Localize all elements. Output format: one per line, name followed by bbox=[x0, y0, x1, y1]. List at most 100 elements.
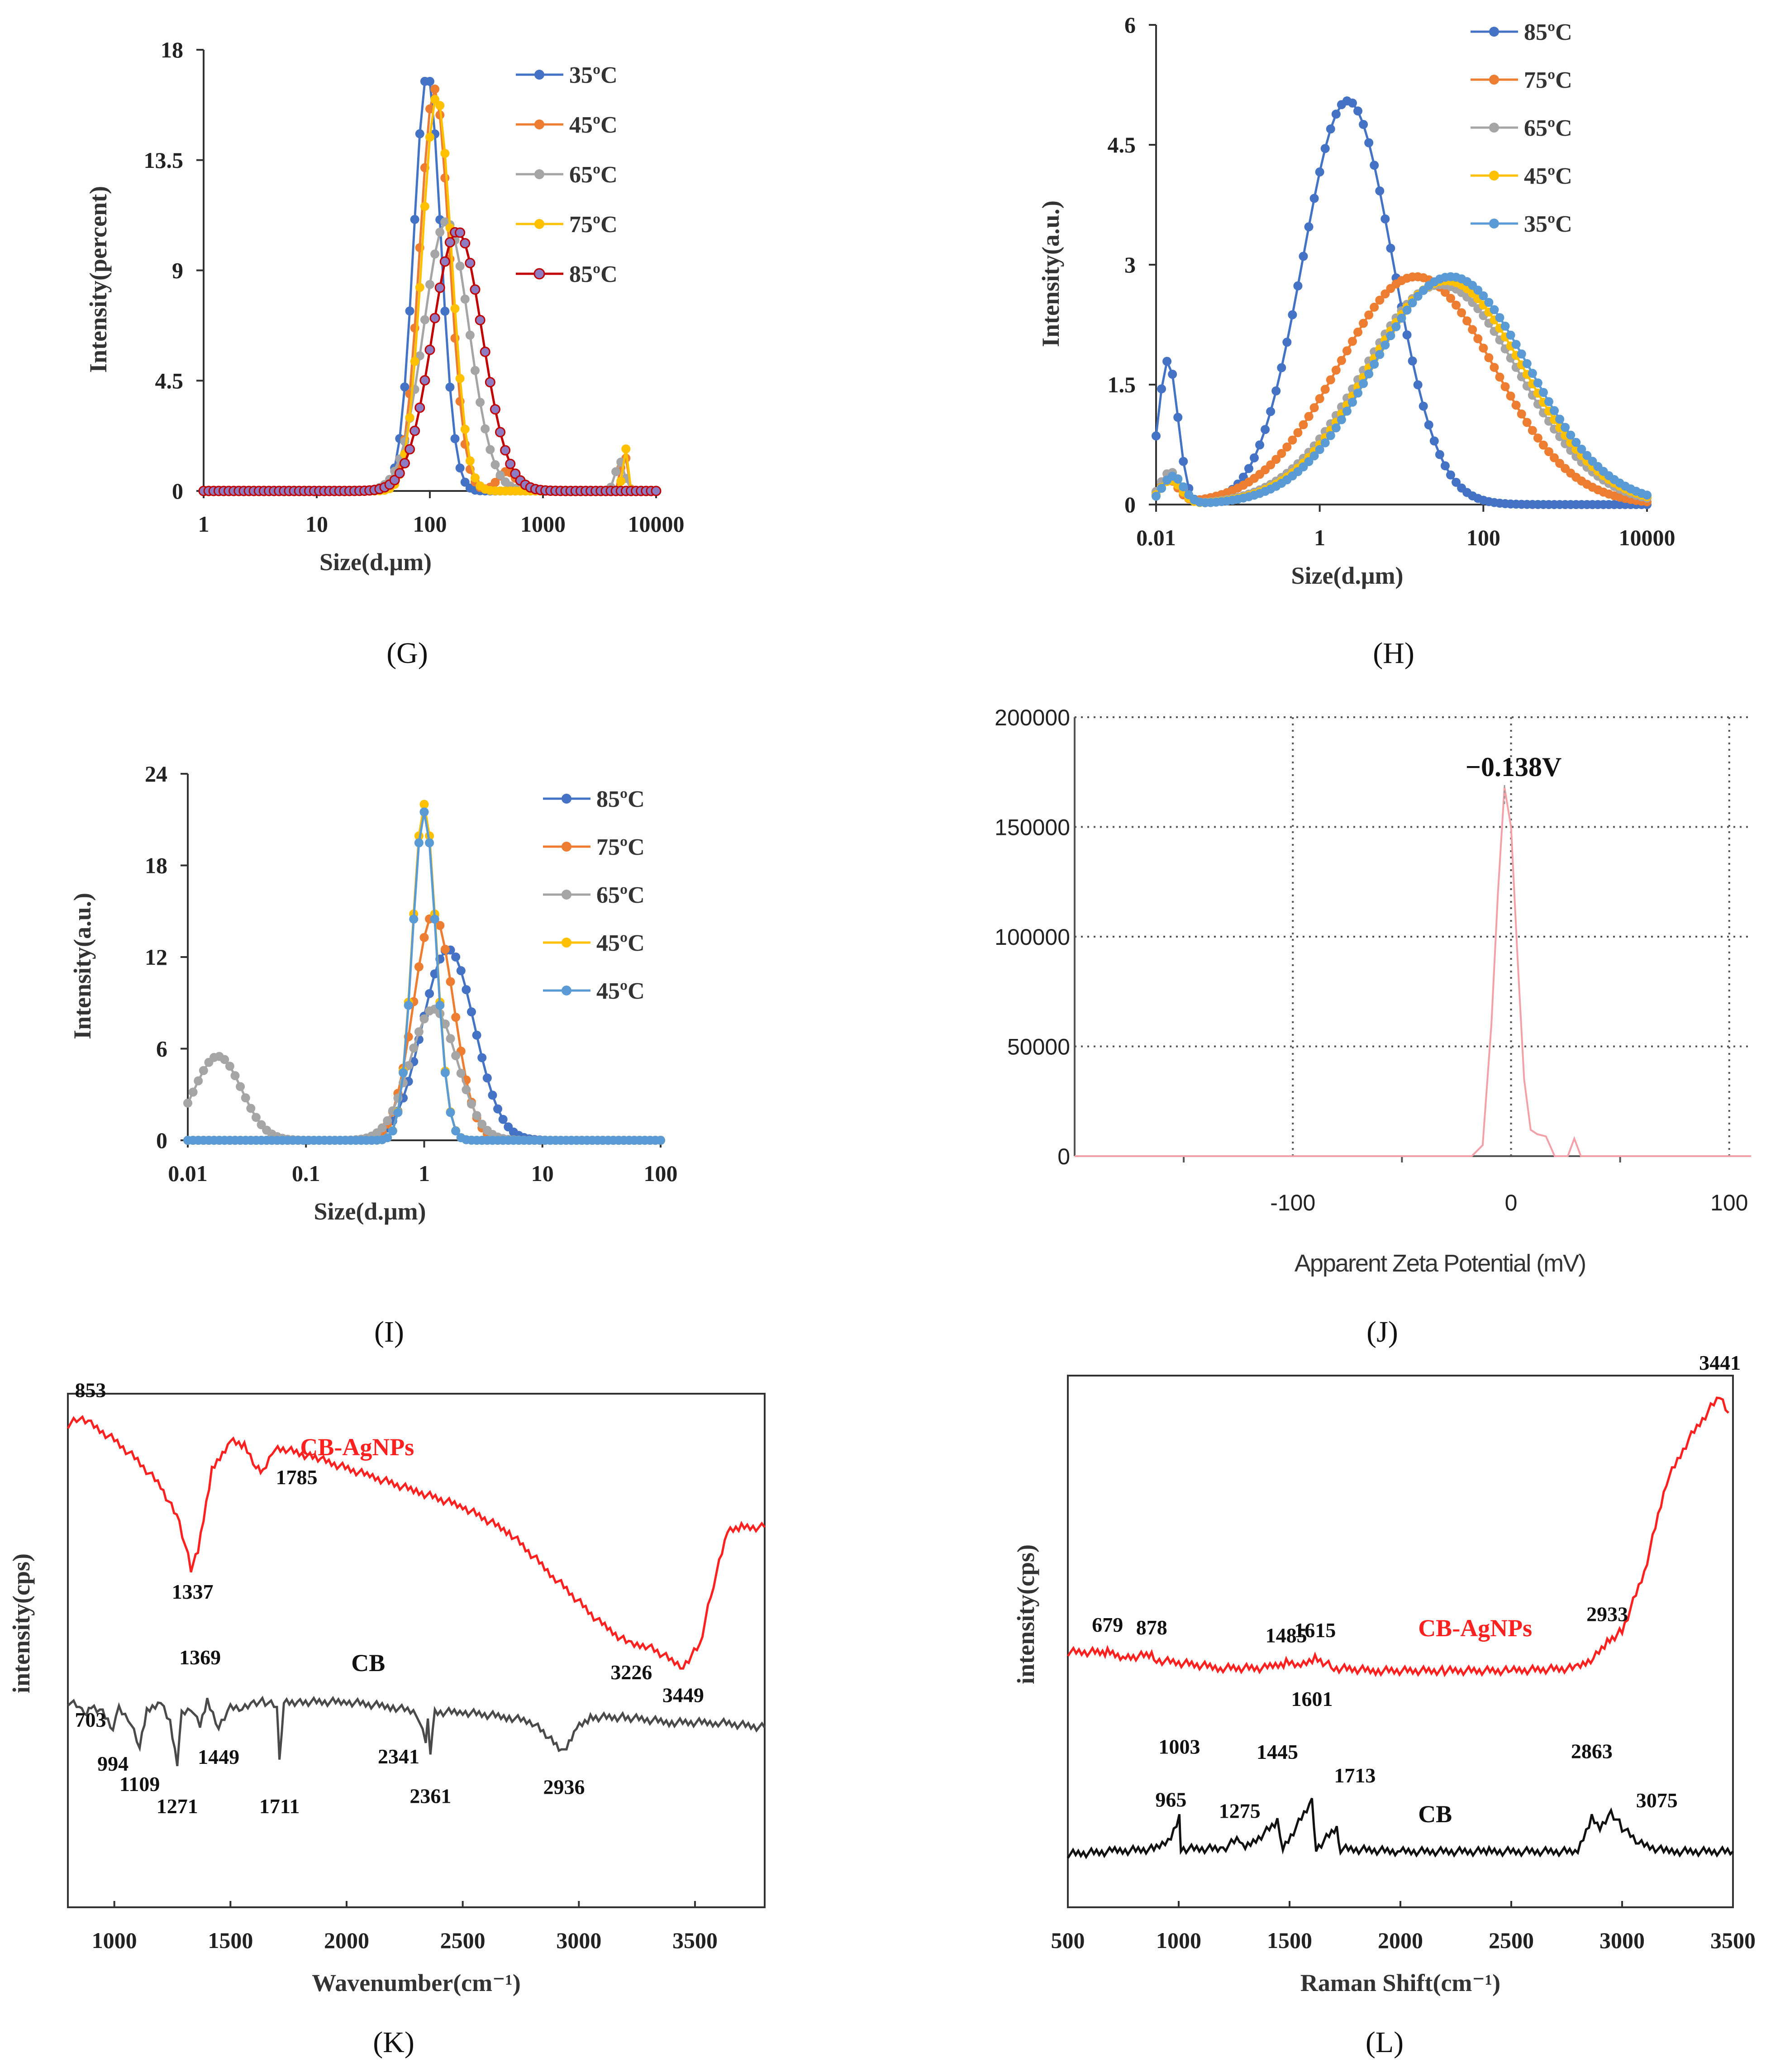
data-point bbox=[419, 933, 429, 942]
data-point bbox=[435, 921, 445, 930]
data-point bbox=[490, 460, 500, 469]
data-point bbox=[1179, 457, 1188, 466]
data-point bbox=[388, 1126, 397, 1136]
data-point bbox=[424, 344, 435, 355]
data-point bbox=[1162, 357, 1172, 366]
data-point bbox=[616, 476, 626, 486]
data-point bbox=[1538, 388, 1548, 397]
data-point bbox=[460, 295, 470, 304]
series-35ºC bbox=[1152, 272, 1652, 507]
y-tick-label: 18 bbox=[161, 37, 183, 62]
legend-marker bbox=[533, 268, 545, 280]
peak-label-black: 3075 bbox=[1636, 1789, 1678, 1812]
data-point bbox=[1566, 430, 1576, 440]
legend-label: 65ºC bbox=[596, 882, 645, 908]
legend-marker bbox=[534, 70, 544, 80]
data-point bbox=[1582, 451, 1592, 460]
data-point bbox=[399, 458, 410, 469]
data-point bbox=[486, 445, 495, 454]
data-point bbox=[1386, 331, 1395, 340]
data-point bbox=[1577, 444, 1586, 454]
peak-label-black: 1271 bbox=[157, 1795, 198, 1818]
data-point bbox=[1375, 186, 1385, 195]
data-point bbox=[446, 1034, 455, 1043]
legend: 85ºC 75ºC 65ºC 45ºC 35ºC bbox=[1471, 19, 1572, 237]
data-point bbox=[1380, 340, 1390, 350]
data-point bbox=[1511, 340, 1521, 349]
data-point bbox=[490, 478, 500, 487]
x-axis-label: Raman Shift(cm⁻¹) bbox=[1300, 1969, 1500, 1996]
peak-label-black: 1109 bbox=[119, 1772, 160, 1796]
data-point bbox=[1479, 343, 1488, 353]
data-point bbox=[236, 1082, 245, 1091]
data-point bbox=[405, 413, 414, 422]
data-point bbox=[444, 237, 455, 248]
x-tick-label: 3000 bbox=[556, 1928, 601, 1953]
data-point bbox=[481, 424, 490, 433]
data-point bbox=[440, 306, 450, 316]
data-point bbox=[1320, 144, 1330, 153]
data-point bbox=[1359, 119, 1368, 129]
data-point bbox=[1511, 400, 1521, 410]
y-tick-label: 0 bbox=[1057, 1144, 1070, 1169]
x-tick-label: 2000 bbox=[324, 1928, 369, 1953]
y-tick-label: 150000 bbox=[995, 815, 1070, 840]
peak-label-red: 2933 bbox=[1586, 1603, 1628, 1626]
data-point bbox=[1331, 110, 1341, 119]
series-line bbox=[188, 811, 661, 1142]
y-tick-label: 4.5 bbox=[1108, 132, 1136, 157]
data-point bbox=[493, 1104, 503, 1114]
data-point bbox=[1544, 397, 1553, 406]
data-point bbox=[1353, 106, 1363, 116]
data-point bbox=[460, 238, 471, 249]
data-point bbox=[1413, 291, 1423, 301]
series-line bbox=[204, 96, 656, 492]
data-point bbox=[1386, 243, 1395, 253]
data-point bbox=[1506, 391, 1515, 401]
series-45ºC bbox=[183, 807, 665, 1145]
x-tick-label: 1 bbox=[198, 511, 209, 537]
peak-label-black: 994 bbox=[97, 1752, 129, 1775]
data-point bbox=[430, 249, 440, 259]
x-tick-label: 2000 bbox=[1378, 1928, 1423, 1953]
data-point bbox=[1277, 363, 1286, 372]
data-point bbox=[1440, 287, 1450, 297]
data-point bbox=[498, 1115, 508, 1124]
data-point bbox=[415, 283, 424, 292]
data-point bbox=[420, 202, 429, 211]
data-point bbox=[1375, 350, 1385, 359]
y-tick-label: 4.5 bbox=[155, 368, 184, 393]
y-tick-label: 50000 bbox=[1007, 1034, 1070, 1060]
data-point bbox=[500, 445, 511, 456]
data-point bbox=[455, 463, 465, 473]
data-point bbox=[1506, 330, 1515, 340]
data-point bbox=[415, 129, 424, 138]
data-point bbox=[1266, 407, 1276, 416]
y-tick-label: 9 bbox=[172, 258, 183, 283]
y-tick-label: 3 bbox=[1124, 252, 1136, 277]
data-point bbox=[1348, 98, 1357, 108]
x-tick-label: 10 bbox=[305, 511, 328, 537]
peak-label-red: 1337 bbox=[172, 1580, 214, 1603]
data-point bbox=[1370, 161, 1379, 170]
data-point bbox=[419, 807, 429, 817]
x-tick-label: 0.01 bbox=[1136, 525, 1176, 550]
legend-marker bbox=[534, 219, 544, 229]
x-tick-label: 2500 bbox=[1489, 1928, 1534, 1953]
data-point bbox=[1495, 313, 1504, 322]
data-point bbox=[480, 346, 490, 357]
y-tick-label: 6 bbox=[1124, 12, 1136, 38]
x-tick-label: 1500 bbox=[1267, 1928, 1312, 1953]
data-point bbox=[429, 313, 440, 324]
peak-label-black: 2863 bbox=[1571, 1739, 1613, 1762]
panel-caption: (G) bbox=[386, 637, 428, 670]
data-point bbox=[1538, 440, 1548, 450]
data-point bbox=[1370, 359, 1379, 369]
data-point bbox=[1173, 474, 1183, 484]
data-point bbox=[1353, 328, 1363, 337]
y-tick-label: 12 bbox=[145, 944, 167, 970]
data-point bbox=[1446, 470, 1455, 480]
spectrum-CB-AgNPs bbox=[67, 1415, 766, 1670]
data-point bbox=[1533, 378, 1542, 388]
data-point bbox=[1277, 449, 1286, 458]
